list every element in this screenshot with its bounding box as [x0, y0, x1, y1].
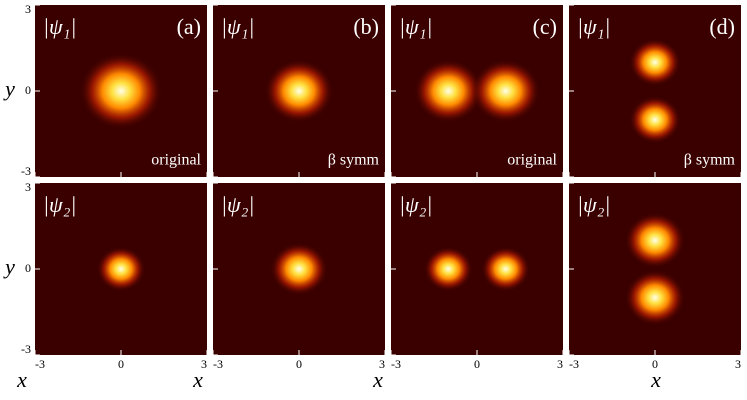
x-tick-label: -3 — [391, 357, 401, 371]
y-axis-label: y — [3, 76, 15, 101]
panel-background — [569, 183, 741, 355]
x-tick-label: 3 — [201, 357, 207, 371]
x-axis-label: x — [372, 367, 383, 392]
row-label: |ψ₁| — [221, 14, 254, 39]
row-label: |ψ₂| — [221, 192, 254, 217]
panel: |ψ₂| — [212, 182, 386, 356]
panel: |ψ₁| (d) β symm — [568, 4, 742, 178]
density-blob — [629, 38, 681, 87]
y-tick-label: -3 — [21, 342, 31, 356]
density-blob — [96, 246, 146, 292]
y-tick-label: 3 — [25, 180, 31, 194]
panel-note: original — [507, 152, 557, 169]
y-tick-label: 3 — [25, 2, 31, 16]
density-blob — [79, 52, 163, 130]
y-axis-label: y — [3, 254, 15, 279]
panel-note: original — [151, 152, 201, 169]
density-blob — [481, 246, 531, 292]
x-axis-label: x — [16, 367, 27, 392]
x-axis-label: x — [650, 367, 661, 392]
density-blob — [270, 242, 328, 296]
row-label: |ψ₁| — [43, 14, 76, 39]
x-tick-label: 0 — [652, 357, 658, 371]
panel: |ψ₂| — [34, 182, 208, 356]
panel: |ψ₁| (a) original — [34, 4, 208, 178]
x-tick-label: 3 — [557, 357, 563, 371]
panel-tag: (d) — [709, 14, 735, 39]
panel-background — [391, 183, 563, 355]
row-label: |ψ₂| — [577, 192, 610, 217]
row-label: |ψ₂| — [399, 192, 432, 217]
density-blob — [624, 269, 686, 326]
x-tick-label: -3 — [35, 357, 45, 371]
y-tick-label: -3 — [21, 164, 31, 178]
x-tick-label: 0 — [474, 357, 480, 371]
density-blob — [413, 59, 483, 123]
x-tick-label: -3 — [213, 357, 223, 371]
panel-background — [569, 5, 741, 177]
y-tick-label: 0 — [25, 83, 31, 97]
x-tick-label: 3 — [735, 357, 741, 371]
x-tick-label: 0 — [118, 357, 124, 371]
panel: |ψ₂| — [568, 182, 742, 356]
x-tick-label: -3 — [569, 357, 579, 371]
x-tick-label: 3 — [379, 357, 385, 371]
panel-tag: (b) — [353, 14, 379, 39]
density-blob — [471, 59, 541, 123]
panel: |ψ₁| (c) original — [390, 4, 564, 178]
density-blob — [624, 212, 686, 269]
panel: |ψ₂| — [390, 182, 564, 356]
density-blob — [264, 59, 334, 123]
y-tick-label: 0 — [25, 261, 31, 275]
panel-tag: (c) — [533, 14, 557, 39]
panel-note: β symm — [328, 152, 380, 169]
density-blob — [629, 95, 681, 144]
panel: |ψ₁| (b) β symm — [212, 4, 386, 178]
row-label: |ψ₁| — [399, 14, 432, 39]
row-label: |ψ₂| — [43, 192, 76, 217]
x-tick-label: 0 — [296, 357, 302, 371]
panel-note: β symm — [684, 152, 736, 169]
density-blob — [423, 246, 473, 292]
row-label: |ψ₁| — [577, 14, 610, 39]
x-axis-label: x — [192, 367, 203, 392]
panel-tag: (a) — [177, 14, 201, 39]
